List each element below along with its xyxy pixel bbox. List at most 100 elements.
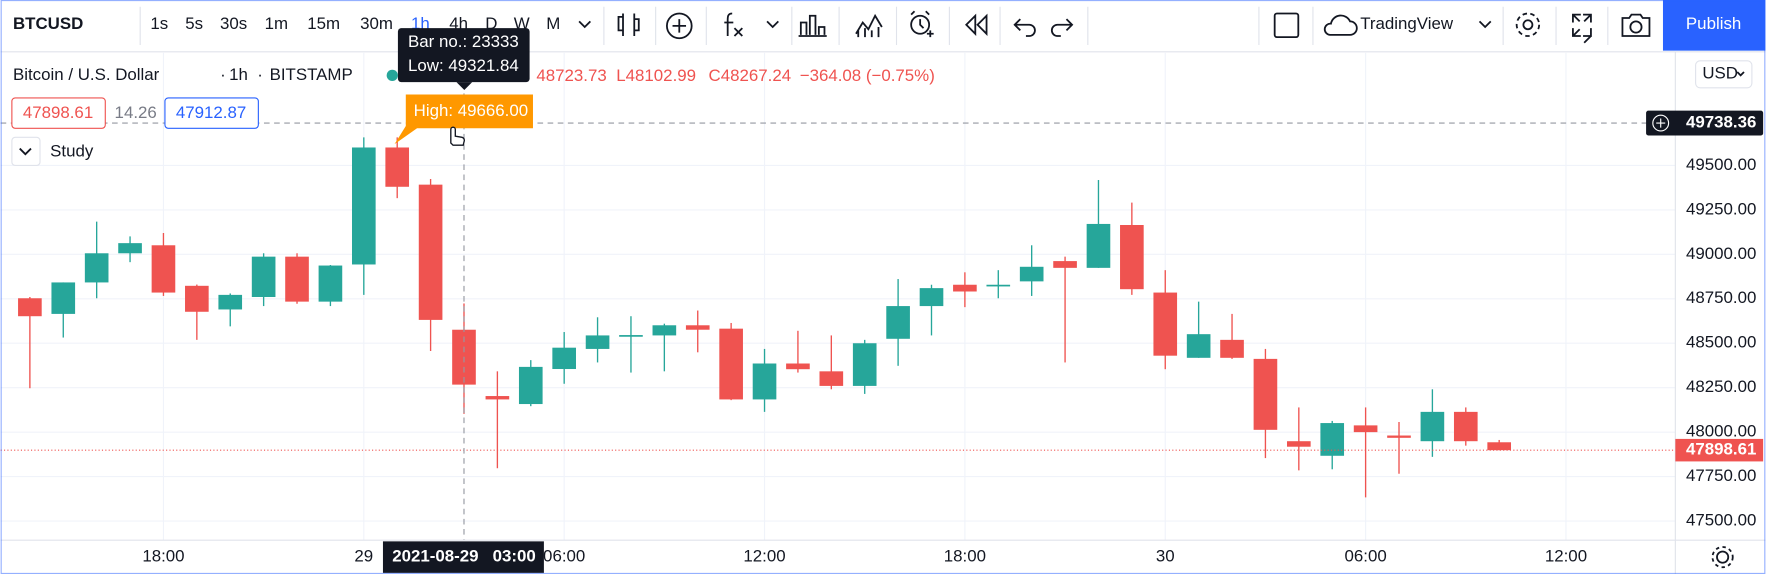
layout-menu[interactable] [1478, 20, 1492, 29]
buy-price[interactable]: 47912.87 [176, 103, 246, 122]
candle-body [1153, 292, 1178, 356]
y-tick-label: 48500.00 [1686, 333, 1756, 352]
candle-body [151, 245, 176, 293]
templates-icon[interactable] [798, 14, 827, 37]
candle-body [118, 243, 142, 254]
candle-body [1053, 261, 1077, 268]
candle-body [1487, 442, 1512, 451]
candle-body [1220, 339, 1244, 358]
candle-body [652, 325, 677, 336]
candle-body [819, 371, 844, 386]
candle-body [619, 335, 643, 337]
sell-box[interactable] [11, 97, 106, 129]
candle-body [1253, 358, 1278, 430]
currency[interactable]: USD [1702, 64, 1738, 83]
candle-body [1186, 334, 1211, 358]
interval[interactable]: 5s [185, 14, 203, 33]
alert-hands [910, 10, 934, 38]
candle-body [986, 284, 1011, 287]
candle-body [51, 282, 76, 314]
publish-label[interactable]: Publish [1686, 14, 1741, 33]
bar-low: Low: 49321.84 [408, 56, 519, 75]
candle-body [719, 328, 743, 400]
indicators-icon[interactable] [724, 12, 743, 37]
toolbar: BTCUSD 1s 5s 30s 1m 15m 30m 1h 4h D W M TradingVie… [0, 0, 1766, 53]
sell-price[interactable]: 47898.61 [23, 103, 93, 122]
interval[interactable]: 1m [265, 14, 288, 33]
tooltip-box [397, 28, 530, 83]
interval[interactable]: 30s [220, 14, 247, 33]
buy-box[interactable] [164, 97, 259, 129]
symbol[interactable]: BTCUSD [13, 14, 83, 33]
y-tick-label: 47500.00 [1686, 510, 1756, 529]
candles [18, 137, 1512, 498]
interval[interactable]: 15m [307, 14, 340, 33]
cursor [450, 126, 465, 146]
crosshair-time-box [382, 541, 544, 573]
indicators-menu[interactable] [766, 20, 779, 29]
bar-high: High: 49666.00 [414, 101, 528, 120]
candle-body [285, 256, 309, 302]
last-price-box [1675, 438, 1764, 462]
publish-button[interactable] [1662, 0, 1766, 51]
status-dot [386, 69, 398, 82]
fullscreen-layout-icon[interactable] [1273, 12, 1300, 39]
study-label: Study [50, 141, 94, 160]
candle-body [318, 265, 343, 302]
candle-body [1120, 225, 1144, 290]
chart-type-icon[interactable] [617, 13, 640, 37]
interval[interactable]: 30m [360, 14, 393, 33]
crosshair-price-box [1646, 110, 1764, 136]
candle-body [385, 147, 410, 187]
x-tick-label: 06:00 [1344, 547, 1386, 566]
y-tick-label: 49250.00 [1686, 199, 1756, 218]
candle-body [218, 294, 243, 310]
plus [672, 19, 687, 33]
chevron [19, 147, 32, 156]
cloud-icon[interactable] [1323, 14, 1358, 36]
fullscreen-icon[interactable] [1572, 13, 1592, 44]
candle-body [418, 184, 443, 320]
alert-icon[interactable] [910, 14, 931, 35]
ohlc-change: −364.08 (−0.75%) [800, 66, 935, 85]
undo-icon[interactable] [1013, 18, 1036, 37]
candle-body [1453, 411, 1478, 442]
add-icon[interactable] [1652, 114, 1670, 132]
high-label-box [394, 94, 533, 145]
interval[interactable]: M [546, 14, 560, 33]
x-tick-label: 12:00 [1545, 547, 1587, 566]
x-tick-label: 30 [1156, 547, 1175, 566]
settings-corner [1711, 546, 1734, 569]
currency-box[interactable] [1695, 60, 1753, 89]
legend-interval: 1h [229, 65, 248, 84]
lens [1629, 20, 1643, 34]
candle-body [1387, 435, 1411, 438]
x-tick-label: 18:00 [944, 547, 986, 566]
redo-icon [1051, 18, 1074, 37]
candle-body [1420, 411, 1445, 442]
layout-name[interactable]: TradingView [1360, 14, 1454, 33]
candle-body [518, 366, 543, 405]
interval-menu[interactable] [578, 20, 592, 29]
settings-icon[interactable] [1522, 19, 1534, 31]
x-tick-label: 29 [354, 547, 373, 566]
y-tick-label: 48750.00 [1686, 288, 1756, 307]
candle-body [852, 343, 877, 386]
overlay [0, 52, 1676, 541]
alert-chart-icon[interactable] [855, 13, 883, 38]
ohlc-high: 48723.73 [536, 66, 606, 85]
settings-gear [1515, 12, 1541, 37]
crosshair-price-label: 49738.36 [1686, 113, 1756, 132]
y-tick-label: 48250.00 [1686, 377, 1756, 396]
replay-icon[interactable] [965, 13, 988, 36]
dot: · [220, 65, 226, 84]
snapshot-icon[interactable] [1621, 13, 1651, 37]
candle-body [685, 325, 710, 330]
study-toggle[interactable] [11, 136, 41, 167]
interval[interactable]: 1s [150, 14, 168, 33]
y-tick-label: 48000.00 [1686, 422, 1756, 441]
ohlc-low: L48102.99 [616, 66, 696, 85]
compare-icon[interactable] [666, 12, 693, 40]
candle-body [351, 147, 376, 265]
candle-body [1086, 223, 1111, 268]
